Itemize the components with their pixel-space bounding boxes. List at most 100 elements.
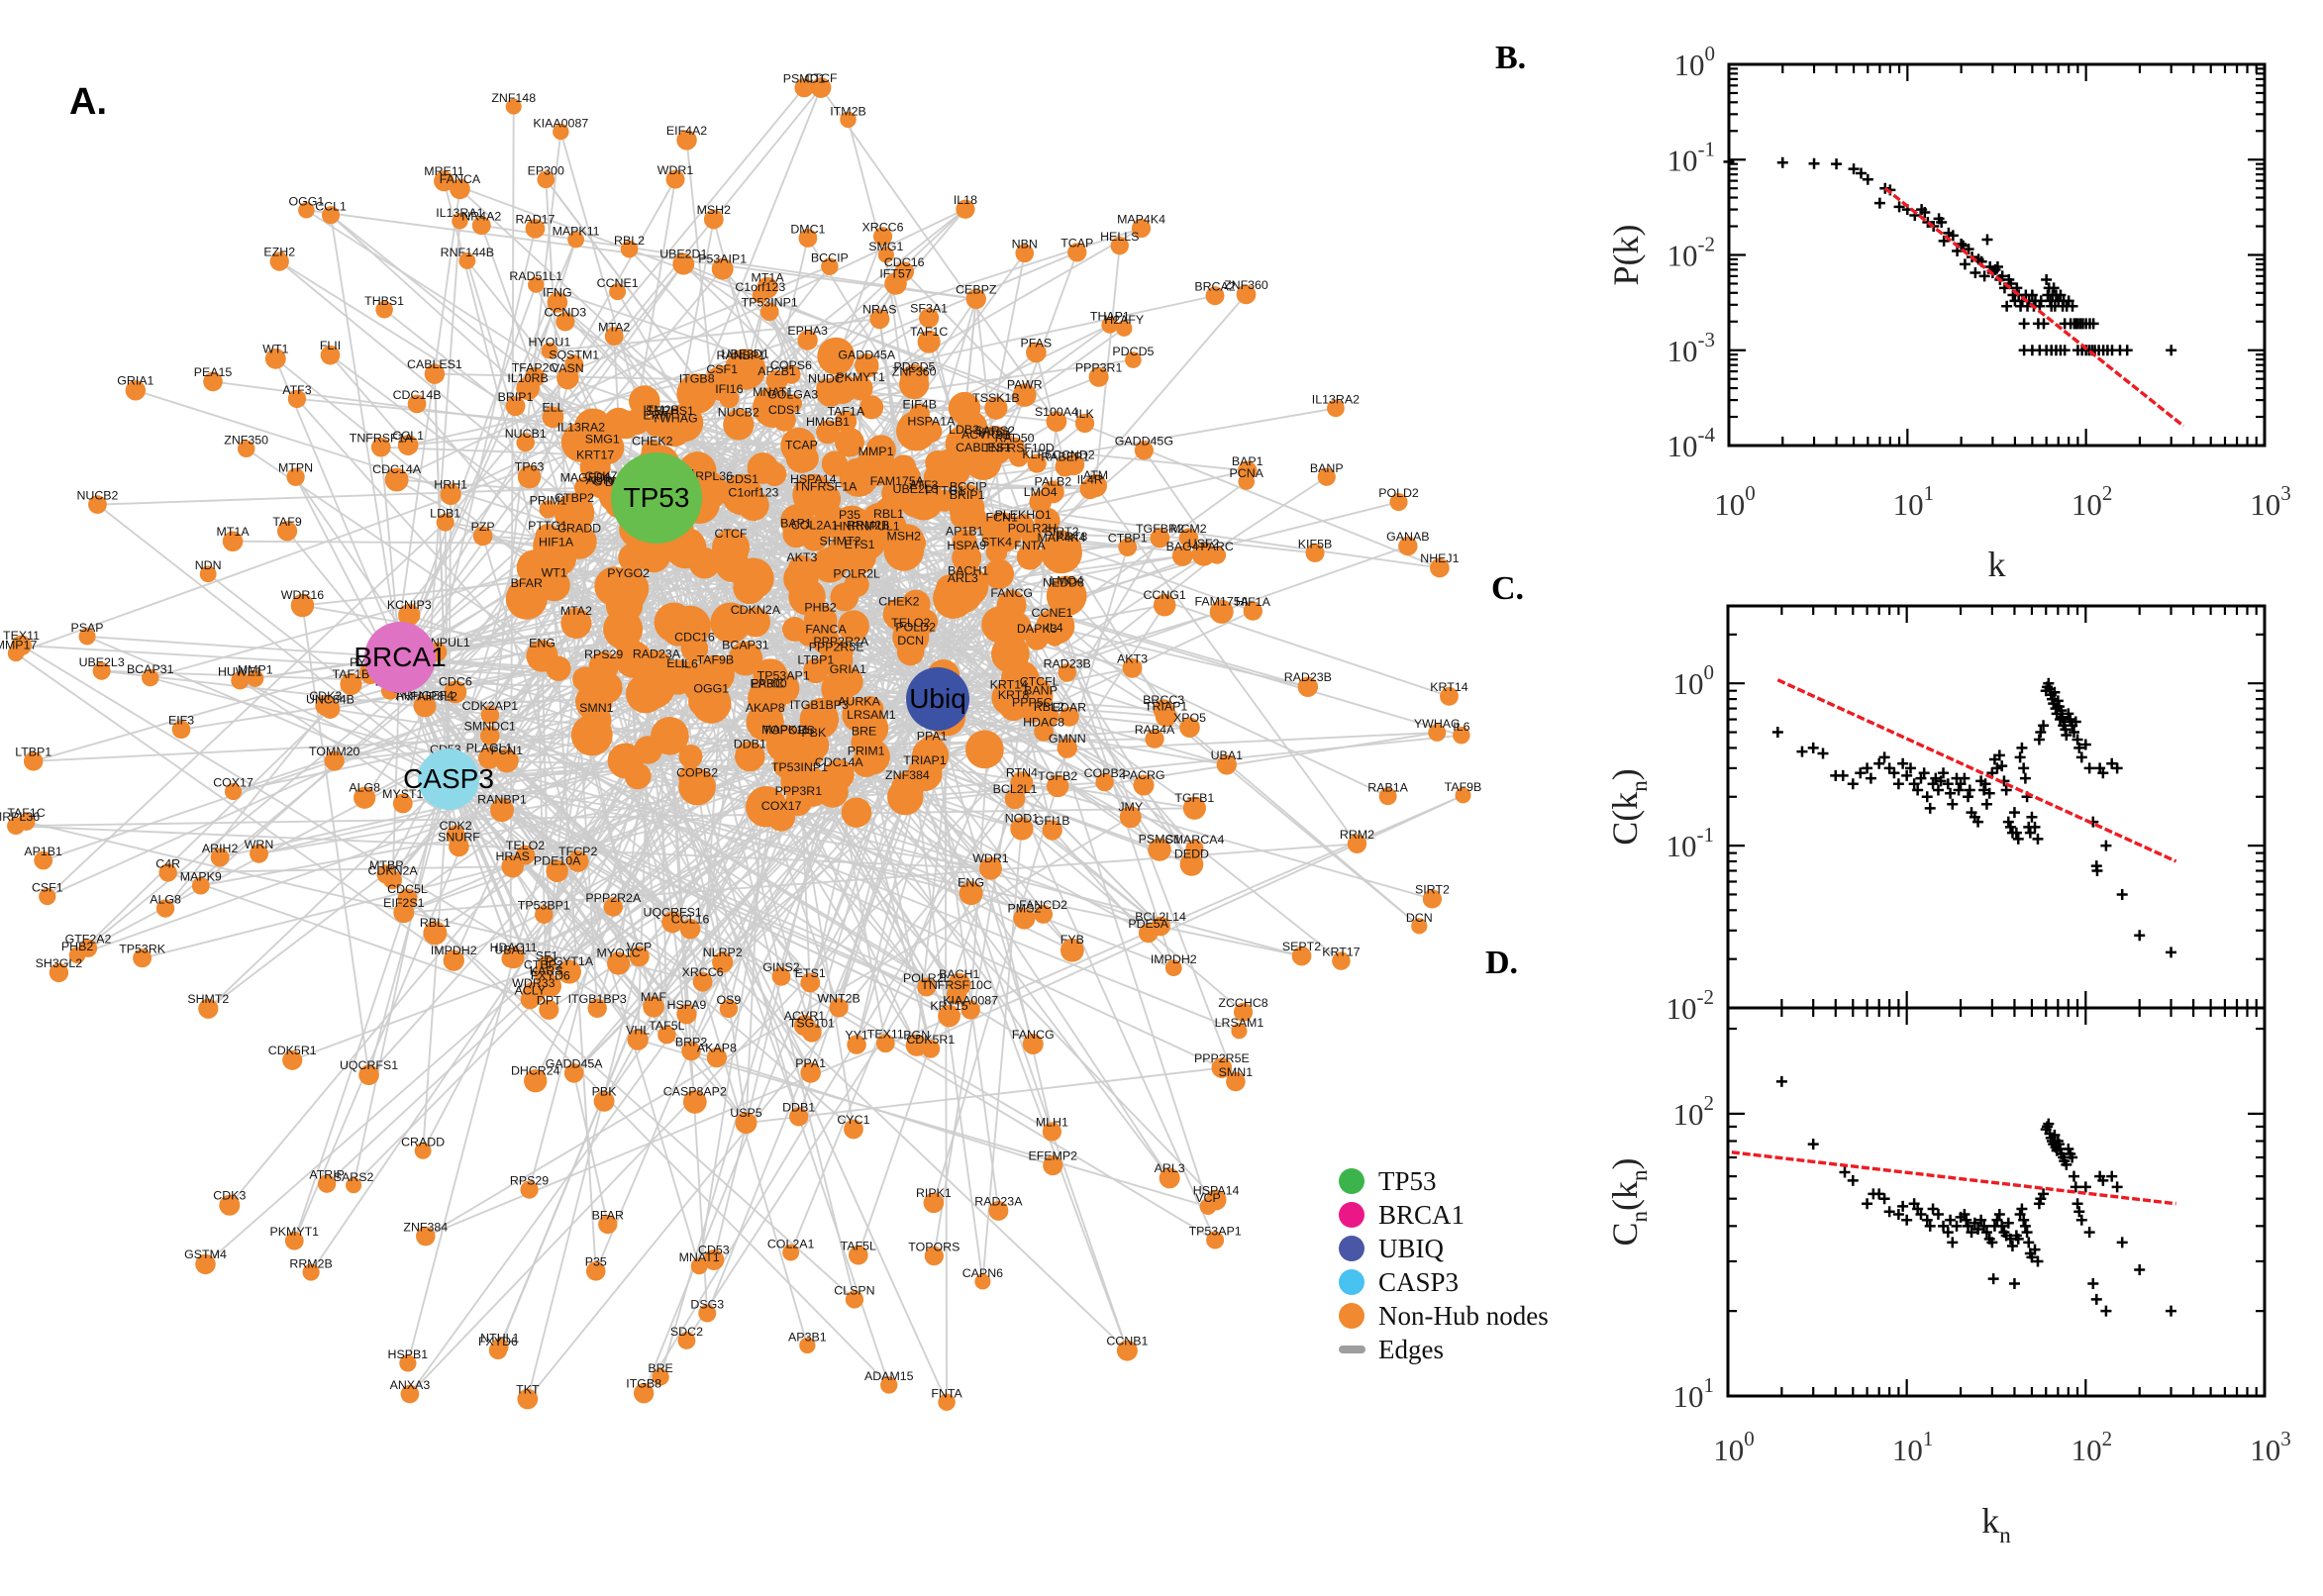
network-node-label: WDR33 <box>512 976 555 990</box>
network-node-label: PTTG1 <box>925 484 964 498</box>
network-node <box>282 1049 303 1070</box>
network-node <box>894 261 915 282</box>
network-node-label: FYB <box>1060 933 1084 947</box>
data-point <box>2075 751 2087 763</box>
panel-label-b: B. <box>1495 40 1527 76</box>
data-point <box>1904 762 1916 774</box>
network-node-label: HSPA9 <box>667 998 707 1012</box>
network-node-label: LDB2 <box>949 423 979 437</box>
x-tick-label: 102 <box>2071 1427 2113 1467</box>
network-node <box>537 970 556 989</box>
data-point <box>1993 749 2005 761</box>
data-point <box>1978 270 1990 282</box>
network-node-label: BRE <box>648 1361 672 1375</box>
network-node <box>1216 754 1237 775</box>
network-node-label: HDAC11 <box>490 941 538 954</box>
data-point <box>2000 784 2012 796</box>
network-node <box>728 641 763 676</box>
network-node <box>458 251 476 269</box>
y-tick-label: 101 <box>1673 1373 1715 1414</box>
network-node-label: OS9 <box>716 993 741 1007</box>
data-point <box>1847 778 1859 790</box>
network-node-label: CABLES1 <box>956 441 1011 454</box>
data-point <box>2018 762 2030 774</box>
network-node <box>1453 726 1470 745</box>
network-edge <box>732 425 973 566</box>
network-node-label: WDR16 <box>281 588 324 602</box>
network-node <box>735 1112 758 1135</box>
network-node <box>710 602 752 644</box>
network-node <box>909 403 930 425</box>
network-node-label: PAWR <box>1007 378 1043 392</box>
network-node-label: IL6 <box>681 657 698 671</box>
network-node <box>950 502 977 530</box>
y-tick-label: 102 <box>1673 1091 1715 1132</box>
network-node-label: NR4A2 <box>461 210 501 224</box>
network-node-label: NUDC <box>808 372 844 386</box>
network-node <box>781 617 807 642</box>
network-node-label: TAF1C <box>910 325 948 339</box>
network-node-label: RAD17 <box>515 212 555 226</box>
network-node-label: RAD23A <box>633 647 681 660</box>
network-node-label: TGFB1 <box>1174 791 1214 805</box>
network-node <box>554 493 595 534</box>
network-node-label: KRT17 <box>1322 946 1360 959</box>
network-node-label: POLR2L <box>903 971 951 985</box>
network-node-label: PBK <box>801 726 827 740</box>
network-node-label: COPS6 <box>770 358 812 372</box>
network-node <box>423 921 448 946</box>
data-point <box>2106 1170 2118 1182</box>
network-node <box>712 951 734 973</box>
network-node-label: CRADD <box>401 1136 445 1149</box>
network-node-label: AKT3 <box>1117 651 1148 665</box>
network-node <box>1062 536 1081 555</box>
network-node <box>1422 889 1443 909</box>
network-edge <box>330 214 582 444</box>
data-point <box>1921 1214 1933 1226</box>
network-node-label: CTBP2 <box>524 957 563 971</box>
network-node <box>611 410 641 440</box>
network-edge <box>527 798 1016 1400</box>
data-point <box>1961 1214 1972 1226</box>
network-node-label: BACH1 <box>948 564 988 578</box>
network-node-label: HSPA14 <box>790 472 837 486</box>
network-node <box>678 764 703 790</box>
data-point <box>1993 1209 2005 1221</box>
network-node-label: CAPN6 <box>962 1266 1003 1280</box>
data-point <box>2059 345 2070 356</box>
network-node-label: DCN <box>897 634 924 648</box>
network-node <box>92 661 111 680</box>
network-node-label: TP53INP1 <box>742 296 798 310</box>
network-node-label: ELL <box>542 400 563 414</box>
network-node <box>557 959 581 984</box>
legend-item-non-hub: Non-Hub nodes <box>1339 1299 1549 1333</box>
network-node-label: KIAA0087 <box>943 994 998 1008</box>
data-point <box>2026 289 2038 301</box>
network-node-label: COL2A1 <box>791 519 839 533</box>
network-node-label: ITGB8 <box>626 1377 661 1391</box>
network-node-label: PPP2R2A <box>585 891 642 905</box>
network-node <box>541 342 558 359</box>
network-node <box>1332 951 1351 970</box>
network-node-label: EPHA3 <box>787 324 828 338</box>
data-point <box>1936 217 1948 229</box>
network-node-label: PDCD5 <box>893 359 935 373</box>
network-node-label: MMP17 <box>0 638 37 651</box>
data-point <box>2063 708 2074 720</box>
network-node-label: TAF5L <box>841 1239 876 1252</box>
data-point <box>2002 1217 2014 1229</box>
network-node-label: ATRIP <box>309 1168 345 1182</box>
network-node-label: FCN1 <box>986 511 1018 525</box>
data-point <box>2079 739 2091 750</box>
network-node <box>711 257 734 280</box>
network-node-label: ZNF350 <box>224 433 268 447</box>
data-point <box>1924 802 1936 814</box>
network-node-label: TRIAP1 <box>1145 699 1187 713</box>
network-node <box>1013 907 1036 930</box>
network-node-label: BCL2L1 <box>993 782 1038 796</box>
data-point <box>2070 716 2081 728</box>
network-node-label: TGFB2 <box>1038 769 1077 783</box>
network-node <box>415 695 437 718</box>
network-node-label: IL4 <box>1046 621 1062 635</box>
network-node <box>1179 717 1200 739</box>
